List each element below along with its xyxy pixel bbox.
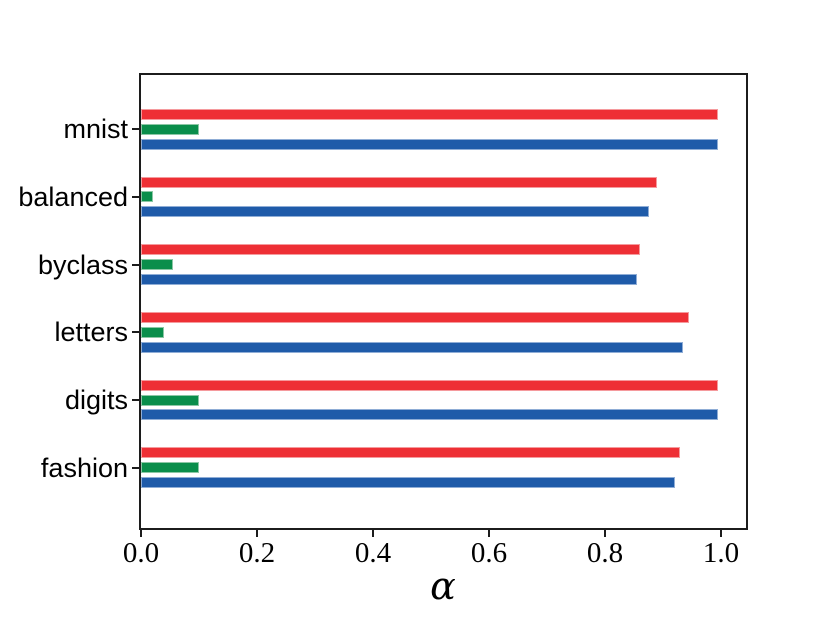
x-tick-0.6 <box>488 530 491 537</box>
bar-fashion-blue-series <box>141 477 675 488</box>
bar-balanced-blue-series <box>141 206 649 218</box>
y-tick-digits <box>132 399 139 402</box>
bar-letters-green-series <box>141 326 165 338</box>
bar-digits-red-series <box>141 379 719 391</box>
bar-byclass-green-series <box>141 259 173 271</box>
x-tick-0.4 <box>372 530 375 537</box>
bar-mnist-green-series <box>141 123 199 135</box>
bar-byclass-blue-series <box>141 273 637 285</box>
y-tick-fashion <box>132 466 139 469</box>
bar-mnist-red-series <box>141 109 719 120</box>
bar-digits-green-series <box>141 394 199 406</box>
x-tick-0.2 <box>256 530 258 537</box>
y-tick-label-letters: letters <box>54 317 128 348</box>
plot-area <box>132 73 748 537</box>
bar-letters-red-series <box>141 312 690 324</box>
x-tick-0.0 <box>140 530 142 537</box>
y-tick-mnist <box>132 128 139 131</box>
bar-fashion-red-series <box>141 447 681 459</box>
x-tick-0.8 <box>604 530 607 537</box>
y-tick-label-byclass: byclass <box>37 249 128 280</box>
x-tick-label-0.4: 0.4 <box>354 537 392 569</box>
bar-balanced-red-series <box>141 176 658 188</box>
x-tick-label-0.0: 0.0 <box>122 537 160 569</box>
y-tick-label-fashion: fashion <box>40 452 128 483</box>
bar-byclass-red-series <box>141 244 640 256</box>
x-axis-title: α <box>430 564 456 608</box>
y-tick-balanced <box>132 195 139 198</box>
y-tick-letters <box>132 331 139 334</box>
y-tick-label-digits: digits <box>64 385 128 416</box>
x-tick-label-0.6: 0.6 <box>470 537 508 569</box>
y-tick-byclass <box>132 263 139 266</box>
y-tick-label-balanced: balanced <box>18 181 128 212</box>
y-tick-label-mnist: mnist <box>63 114 128 145</box>
bar-fashion-green-series <box>141 462 199 474</box>
bar-letters-blue-series <box>141 341 684 353</box>
x-tick-1.0 <box>720 530 723 537</box>
bar-balanced-green-series <box>141 191 153 203</box>
x-tick-label-0.2: 0.2 <box>238 537 276 569</box>
bar-digits-blue-series <box>141 409 719 421</box>
x-tick-label-1.0: 1.0 <box>702 537 740 569</box>
x-tick-label-0.8: 0.8 <box>586 537 624 569</box>
bar-mnist-blue-series <box>141 138 719 150</box>
